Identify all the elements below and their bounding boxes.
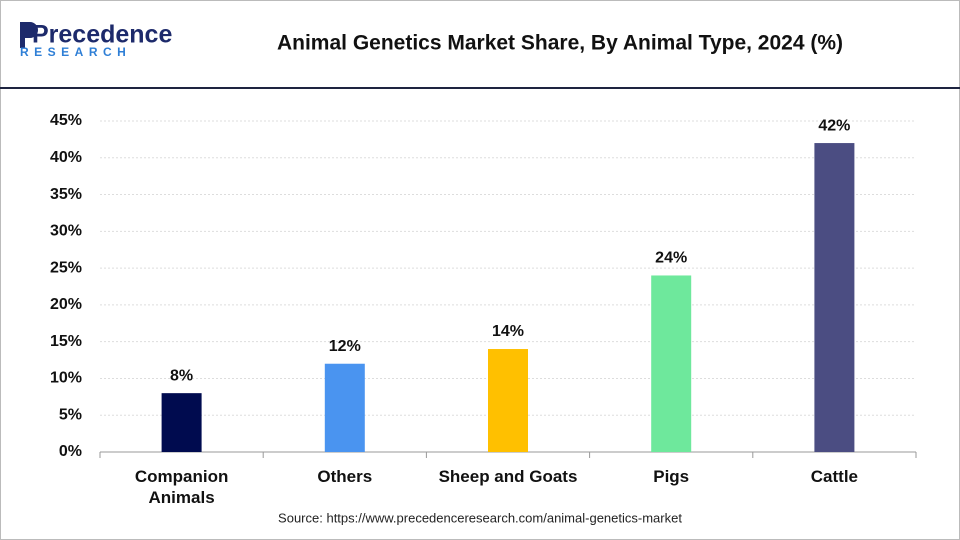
y-tick-label: 25% xyxy=(50,259,82,276)
x-tick-label: Cattle xyxy=(810,467,858,486)
value-label: 12% xyxy=(329,338,361,355)
value-label: 24% xyxy=(655,250,687,267)
x-tick-label: Sheep and Goats xyxy=(438,467,578,486)
y-tick-label: 30% xyxy=(50,223,82,240)
x-tick-label: Others xyxy=(317,467,373,486)
chart-title: Animal Genetics Market Share, By Animal … xyxy=(277,32,843,55)
y-tick-label: 15% xyxy=(50,333,82,350)
x-tick-label: Companion Animals xyxy=(134,467,229,507)
value-label: 8% xyxy=(170,367,193,384)
bar xyxy=(814,143,855,453)
bar xyxy=(651,275,692,452)
y-tick-label: 5% xyxy=(59,406,82,423)
logo-icon xyxy=(20,22,38,48)
logo-tagline: RESEARCH xyxy=(20,45,131,59)
bar xyxy=(161,393,202,452)
y-tick-label: 35% xyxy=(50,186,82,203)
x-tick-label: Pigs xyxy=(653,467,690,486)
y-tick-label: 40% xyxy=(50,149,82,166)
y-tick-label: 45% xyxy=(50,112,82,129)
value-label: 42% xyxy=(818,117,850,134)
source: Source: https://www.precedenceresearch.c… xyxy=(278,510,682,525)
logo-name: Precedence xyxy=(32,21,172,49)
bar xyxy=(324,363,365,452)
y-tick-label: 10% xyxy=(50,370,82,387)
y-tick-label: 20% xyxy=(50,296,82,313)
y-tick-label: 0% xyxy=(59,443,82,460)
value-label: 14% xyxy=(492,323,524,340)
bar xyxy=(488,349,528,452)
